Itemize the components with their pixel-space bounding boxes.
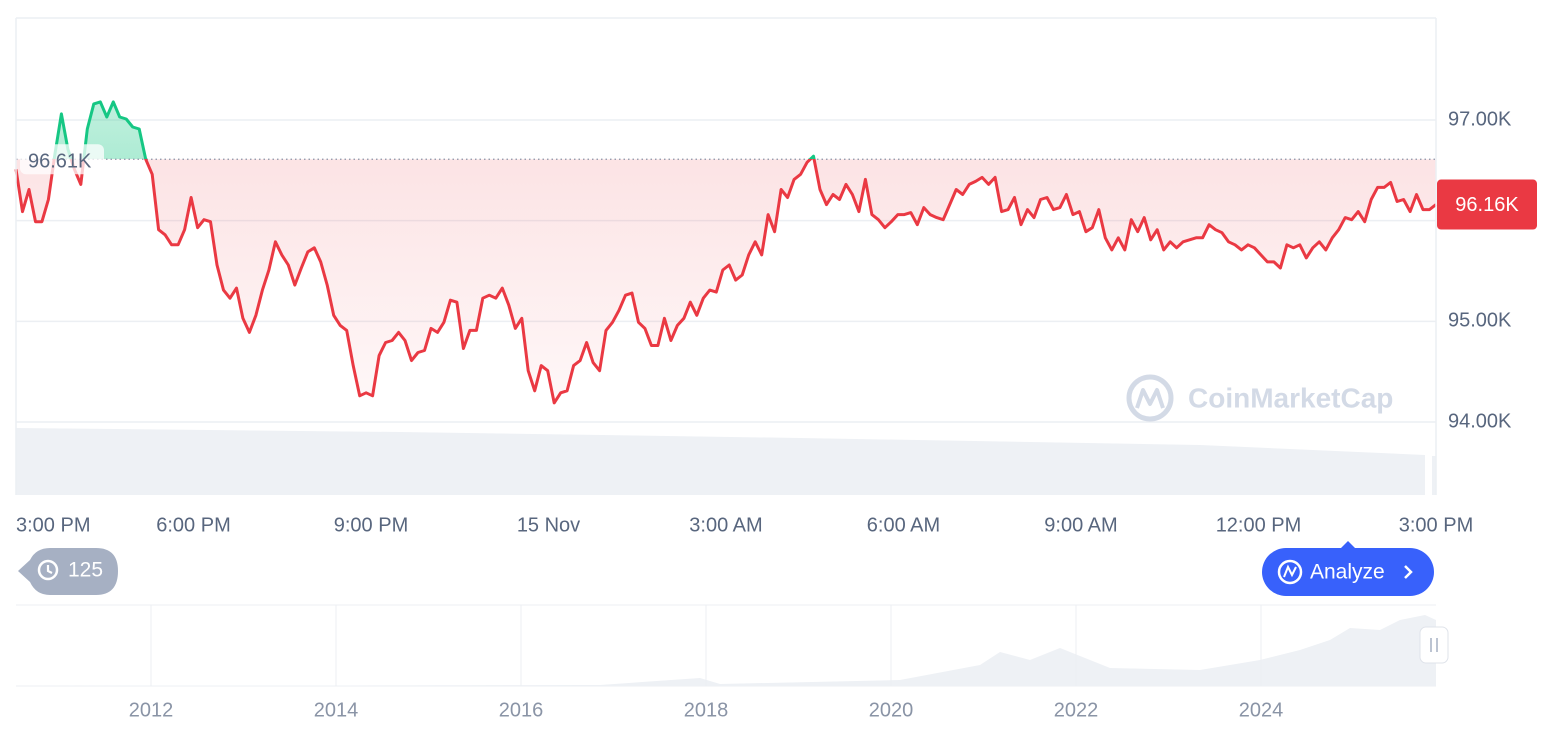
button-icon (1277, 559, 1303, 585)
reference-label: 96.61K (28, 151, 92, 173)
current-price-badge (1437, 179, 1537, 230)
navigator-year: 2016 (499, 699, 544, 721)
y-tick-label: 95.00K (1448, 310, 1512, 332)
history-count: 125 (68, 559, 103, 582)
badge-shape (18, 548, 118, 595)
x-tick-label: 15 Nov (517, 514, 580, 536)
x-tick-label: 9:00 PM (334, 514, 408, 536)
navigator-handle[interactable] (1419, 626, 1449, 664)
button-shape (1262, 548, 1434, 596)
navigator-year: 2024 (1239, 699, 1284, 721)
watermark: CoinMarketCap (1126, 374, 1393, 422)
clock-icon (37, 559, 59, 581)
volume-bar (1432, 456, 1436, 495)
current-price-label: 96.16K (1455, 194, 1519, 216)
y-tick-label: 97.00K (1448, 108, 1512, 130)
x-tick-label: 6:00 AM (867, 514, 940, 536)
x-tick-label: 12:00 PM (1216, 514, 1302, 536)
reference-label-bg (20, 144, 104, 175)
plot (14, 100, 1437, 405)
button-label: Analyze (1310, 561, 1385, 584)
navigator: 2012 2014 2016 2018 2020 2022 2024 (16, 604, 1449, 721)
chevron (1404, 565, 1413, 579)
navigator-year: 2014 (314, 699, 359, 721)
button-icon (1283, 564, 1297, 578)
y-tick-label: 94.00K (1448, 410, 1512, 432)
price-line (14, 100, 1437, 405)
x-tick-label: 9:00 AM (1044, 514, 1117, 536)
navigator-area (16, 615, 1436, 686)
analyze-button[interactable]: Analyze (1262, 541, 1434, 596)
clock-hand (46, 565, 53, 574)
navigator-year: 2012 (129, 699, 174, 721)
history-badge[interactable]: 125 (18, 548, 118, 595)
x-tick-label: 6:00 PM (156, 514, 230, 536)
x-tick-label: 3:00 PM (16, 514, 90, 536)
area (16, 101, 1436, 403)
x-tick-label: 3:00 AM (689, 514, 762, 536)
volume-area (16, 428, 1425, 495)
navigator-year: 2022 (1054, 699, 1099, 721)
navigator-year: 2020 (869, 699, 914, 721)
button-pointer (1341, 541, 1355, 548)
x-tick-label: 3:00 PM (1399, 514, 1473, 536)
navigator-year: 2018 (684, 699, 729, 721)
watermark-text: CoinMarketCap (1188, 382, 1393, 413)
